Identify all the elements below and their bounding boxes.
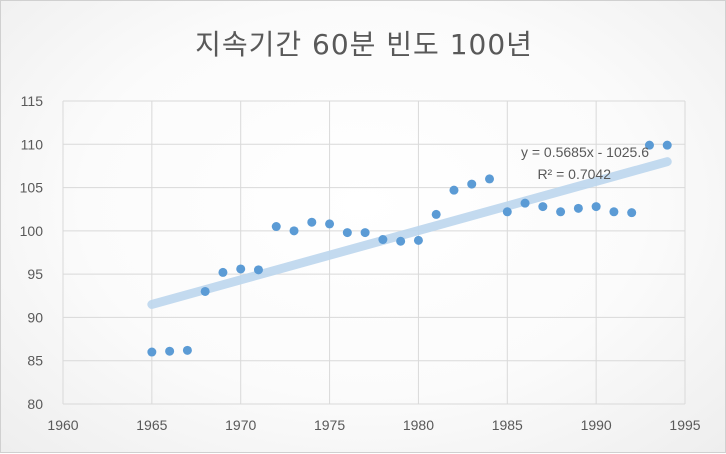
- x-tick-label: 1965: [136, 417, 167, 433]
- data-point: [413, 235, 423, 245]
- data-point: [556, 207, 566, 217]
- y-tick-label: 85: [27, 353, 43, 369]
- data-point: [360, 228, 370, 238]
- data-point: [502, 207, 512, 217]
- data-point: [307, 217, 317, 227]
- y-tick-label: 115: [21, 93, 44, 109]
- x-tick-label: 1975: [314, 417, 345, 433]
- data-point: [591, 202, 601, 212]
- data-point: [236, 264, 246, 274]
- x-tick-label: 1960: [47, 417, 78, 433]
- chart-title: 지속기간 60분 빈도 100년: [195, 28, 533, 61]
- data-point: [378, 235, 388, 245]
- x-tick-label: 1995: [669, 417, 700, 433]
- x-tick-label: 1990: [581, 417, 612, 433]
- x-tick-label: 1980: [403, 417, 434, 433]
- data-point: [520, 198, 530, 208]
- data-point: [431, 209, 441, 219]
- data-point: [289, 226, 299, 236]
- data-point: [325, 219, 335, 229]
- y-tick-label: 95: [27, 266, 43, 282]
- data-point: [538, 202, 548, 212]
- y-tick-label: 110: [21, 136, 44, 152]
- data-point: [485, 174, 495, 184]
- data-point: [218, 267, 228, 277]
- y-tick-label: 90: [27, 309, 43, 325]
- data-point: [573, 203, 583, 213]
- data-point: [147, 347, 157, 357]
- y-tick-label: 80: [27, 396, 43, 412]
- trendline-r-squared: R² = 0.7042: [537, 166, 611, 182]
- data-point: [467, 179, 477, 189]
- y-tick-label: 105: [20, 180, 44, 196]
- y-tick-label: 100: [20, 223, 44, 239]
- data-point: [449, 185, 459, 195]
- trendline: [147, 157, 672, 309]
- data-point: [609, 207, 619, 217]
- data-point: [253, 265, 263, 275]
- data-point: [165, 346, 175, 356]
- data-point: [200, 286, 210, 296]
- data-point: [662, 140, 672, 150]
- data-point: [627, 208, 637, 218]
- data-point: [182, 345, 192, 355]
- data-point: [271, 222, 281, 232]
- x-tick-label: 1970: [225, 417, 256, 433]
- data-point: [396, 236, 406, 246]
- data-point: [644, 140, 654, 150]
- data-point: [342, 228, 352, 238]
- x-tick-label: 1985: [492, 417, 523, 433]
- trendline-equation: y = 0.5685x - 1025.6: [521, 144, 649, 160]
